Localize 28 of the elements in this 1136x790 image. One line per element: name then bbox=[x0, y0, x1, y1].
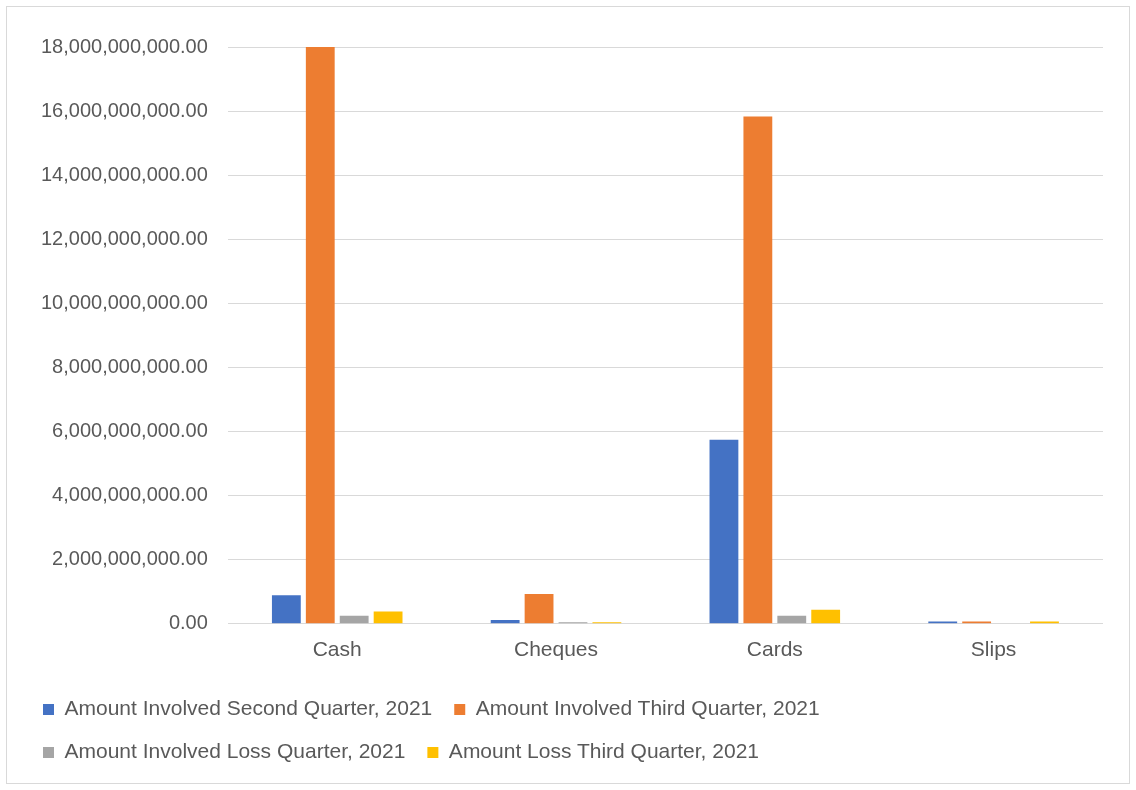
bar bbox=[777, 615, 807, 624]
x-tick-label: Slips bbox=[970, 637, 1017, 661]
x-tick-label: Cards bbox=[746, 637, 803, 661]
y-tick-label: 18,000,000,000.00 bbox=[41, 34, 208, 57]
y-tick-label: 10,000,000,000.00 bbox=[41, 290, 208, 313]
legend-label: Amount Involved Loss Quarter, 2021 bbox=[64, 739, 406, 763]
legend-label: Amount Loss Third Quarter, 2021 bbox=[448, 739, 759, 763]
legend-label: Amount Involved Second Quarter, 2021 bbox=[64, 696, 433, 720]
bar bbox=[305, 47, 335, 624]
bar bbox=[524, 594, 554, 624]
y-tick-label: 8,000,000,000.00 bbox=[52, 354, 208, 377]
y-tick-label: 0.00 bbox=[168, 611, 208, 634]
bar bbox=[490, 619, 520, 624]
y-tick-label: 2,000,000,000.00 bbox=[52, 547, 208, 570]
y-tick-label: 6,000,000,000.00 bbox=[52, 419, 208, 442]
bar bbox=[339, 615, 369, 624]
bar bbox=[743, 116, 773, 624]
bar bbox=[373, 611, 403, 624]
y-tick-label: 16,000,000,000.00 bbox=[41, 98, 208, 121]
y-tick-label: 4,000,000,000.00 bbox=[52, 483, 208, 506]
y-tick-label: 12,000,000,000.00 bbox=[41, 226, 208, 249]
bar bbox=[709, 439, 739, 624]
y-tick-label: 14,000,000,000.00 bbox=[41, 162, 208, 185]
x-tick-label: Cheques bbox=[513, 637, 599, 661]
bar bbox=[271, 595, 301, 624]
legend-label: Amount Involved Third Quarter, 2021 bbox=[475, 696, 820, 720]
bar bbox=[811, 609, 841, 624]
x-tick-label: Cash bbox=[312, 637, 362, 661]
